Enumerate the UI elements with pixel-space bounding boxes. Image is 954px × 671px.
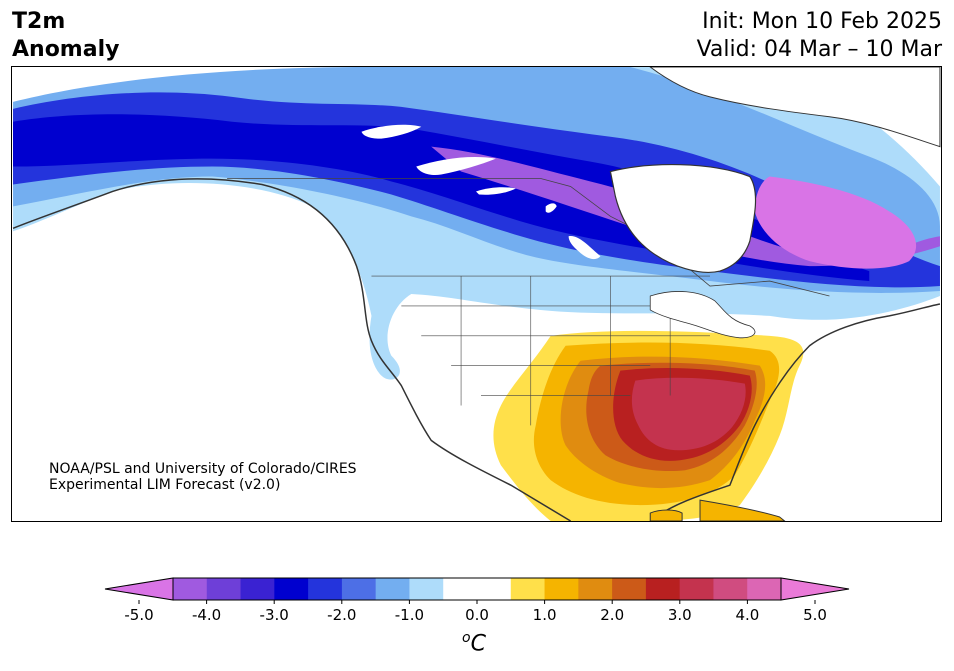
colorbar-tick-label: 2.0 — [600, 606, 624, 624]
great-slave-lake — [416, 157, 496, 176]
colorbar-cell — [645, 578, 681, 600]
colorbar-cell — [713, 578, 748, 600]
colorbar-cells — [173, 578, 782, 600]
credit-text: NOAA/PSL and University of Colorado/CIRE… — [49, 461, 357, 493]
colorbar-tick-label: 4.0 — [735, 606, 759, 624]
colorbar-cell — [544, 578, 579, 600]
colorbar-cell — [341, 578, 377, 600]
title-line-2: Anomaly — [12, 37, 120, 62]
colorbar-ticks: -5.0 -4.0 -3.0 -2.0 -1.0 0.0 1.0 2.0 3.0 4.0 5.0 — [124, 600, 827, 624]
cold-anomaly-pink — [754, 176, 917, 269]
colorbar-cell — [206, 578, 242, 600]
init-date: Init: Mon 10 Feb 2025 — [702, 9, 942, 34]
great-bear-lake — [361, 124, 422, 139]
anomaly-map — [11, 66, 942, 522]
warm-anomaly-crimson — [631, 377, 746, 451]
hudson-bay — [609, 164, 757, 273]
colorbar-cell — [240, 578, 275, 600]
colorbar-cell — [510, 578, 546, 600]
colorbar-under-arrow — [104, 577, 174, 601]
cuba — [699, 499, 786, 521]
cold-anomaly-violet — [431, 146, 940, 267]
credit-line-1: NOAA/PSL and University of Colorado/CIRE… — [49, 461, 357, 477]
colorbar-tick-label: 1.0 — [533, 606, 557, 624]
colorbar-cell — [578, 578, 613, 600]
colorbar-cell — [173, 578, 208, 600]
colorbar-cell — [443, 578, 478, 600]
reindeer-lake — [545, 203, 557, 213]
colorbar-tick-label: -5.0 — [124, 606, 153, 624]
unit-superscript: o — [462, 630, 471, 646]
colorbar-cell — [747, 578, 782, 600]
colorbar-over-arrow — [780, 577, 850, 601]
colorbar-tick-label: 0.0 — [465, 606, 489, 624]
colorbar-cell — [375, 578, 410, 600]
map-title: T2m Anomaly — [12, 8, 119, 64]
colorbar-tick-label: -3.0 — [260, 606, 289, 624]
map-canvas — [12, 67, 941, 521]
colorbar-tick-label: 5.0 — [803, 606, 827, 624]
colorbar-cell — [308, 578, 343, 600]
colorbar-tick-label: -1.0 — [395, 606, 424, 624]
colorbar-tick-label: -4.0 — [192, 606, 221, 624]
colorbar-unit: oC — [462, 630, 486, 656]
valid-date: Valid: 04 Mar – 10 Mar — [696, 37, 942, 62]
yucatan — [649, 509, 683, 521]
lake-winnipeg — [568, 236, 601, 260]
title-line-1: T2m — [12, 9, 66, 34]
colorbar-cell — [612, 578, 647, 600]
great-lakes — [649, 291, 756, 339]
credit-line-2: Experimental LIM Forecast (v2.0) — [49, 477, 281, 493]
date-info: Init: Mon 10 Feb 2025 Valid: 04 Mar – 10… — [697, 8, 942, 64]
colorbar-cell — [409, 578, 444, 600]
colorbar-cell — [477, 578, 512, 600]
arctic-islands — [649, 67, 941, 148]
colorbar-tick-label: 3.0 — [668, 606, 692, 624]
colorbar-cell — [274, 578, 309, 600]
colorbar-cell — [679, 578, 714, 600]
coastline — [12, 178, 941, 521]
lake-athabasca — [476, 187, 516, 195]
colorbar-tick-label: -2.0 — [327, 606, 356, 624]
unit-letter: C — [470, 631, 486, 657]
state-borders — [371, 275, 710, 426]
